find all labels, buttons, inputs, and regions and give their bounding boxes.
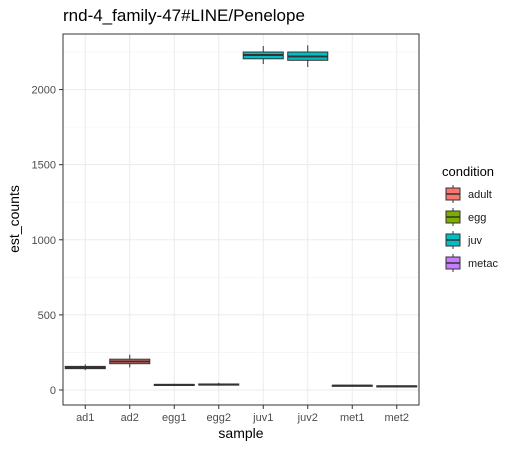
- grid: [63, 34, 419, 405]
- box-juv1: [242, 46, 284, 65]
- legend-item-adult: adult: [445, 185, 492, 203]
- legend-item-metac: metac: [445, 254, 498, 272]
- x-tick-label: ad1: [76, 412, 94, 424]
- box-ad1: [64, 364, 106, 371]
- y-tick-label: 500: [38, 310, 56, 322]
- y-axis-title: est_counts: [6, 185, 22, 253]
- legend-label: metac: [468, 258, 498, 270]
- legend-item-juv: juv: [445, 231, 483, 249]
- legend: condition adult egg juv metac: [442, 164, 498, 272]
- box-egg2: [198, 382, 240, 386]
- legend-label: egg: [468, 212, 486, 224]
- chart-title: rnd-4_family-47#LINE/Penelope: [63, 6, 305, 25]
- y-tick-label: 1500: [32, 160, 56, 172]
- legend-item-egg: egg: [445, 208, 486, 226]
- legend-label: juv: [467, 235, 483, 247]
- legend-title: condition: [442, 164, 494, 179]
- x-tick-label: egg2: [207, 412, 231, 424]
- x-tick-label: egg1: [162, 412, 186, 424]
- y-tick-label: 0: [50, 385, 56, 397]
- box-met1: [331, 384, 373, 387]
- x-tick-label: juv2: [297, 412, 318, 424]
- boxes: [64, 45, 418, 388]
- axes: 0 500 1000 1500 2000 ad1 ad2 egg1 egg2 juv1 juv2 me…: [32, 85, 409, 424]
- x-tick-label: met1: [340, 412, 364, 424]
- box-met2: [376, 385, 418, 388]
- box-juv2: [287, 45, 329, 68]
- y-tick-label: 2000: [32, 85, 56, 97]
- legend-label: adult: [468, 189, 492, 201]
- box-ad2: [109, 354, 151, 368]
- x-axis-title: sample: [218, 425, 263, 441]
- y-tick-label: 1000: [32, 235, 56, 247]
- x-tick-label: met2: [385, 412, 409, 424]
- x-tick-label: juv1: [252, 412, 273, 424]
- panel-border: [62, 33, 420, 406]
- x-tick-label: ad2: [121, 412, 139, 424]
- box-egg1: [153, 383, 195, 386]
